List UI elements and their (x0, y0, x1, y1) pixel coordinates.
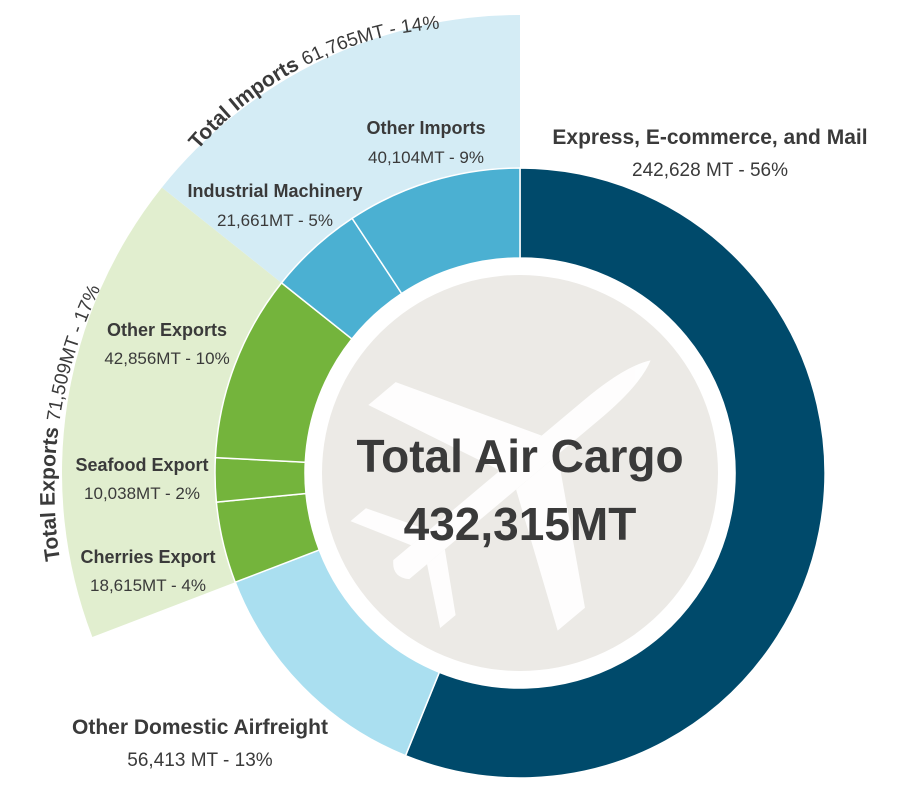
label-express-value: 242,628 MT - 56% (632, 160, 788, 181)
label-other-imports-value: 40,104MT - 9% (368, 148, 484, 167)
center-total: 432,315MT (404, 498, 637, 550)
label-seafood-export-value: 10,038MT - 2% (84, 484, 200, 503)
label-other-domestic-name: Other Domestic Airfreight (72, 716, 328, 739)
label-industrial-machinery-value: 21,661MT - 5% (217, 211, 333, 230)
label-other-domestic-value: 56,413 MT - 13% (127, 750, 273, 771)
group-bands (61, 15, 520, 637)
label-other-exports-name: Other Exports (107, 320, 227, 340)
label-other-imports-name: Other Imports (366, 118, 485, 138)
slice-seafood-export (214, 456, 307, 503)
group-band-total-imports (161, 15, 520, 285)
label-express-name: Express, E-commerce, and Mail (552, 126, 867, 149)
label-cherries-export-name: Cherries Export (80, 547, 215, 567)
center-title: Total Air Cargo (356, 430, 683, 482)
label-cherries-export-value: 18,615MT - 4% (90, 576, 206, 595)
group-band-total-exports (61, 187, 284, 637)
label-other-exports-value: 42,856MT - 10% (104, 349, 229, 368)
airplane-icon (350, 360, 651, 631)
label-seafood-export-name: Seafood Export (75, 455, 208, 475)
label-industrial-machinery-name: Industrial Machinery (187, 181, 362, 201)
